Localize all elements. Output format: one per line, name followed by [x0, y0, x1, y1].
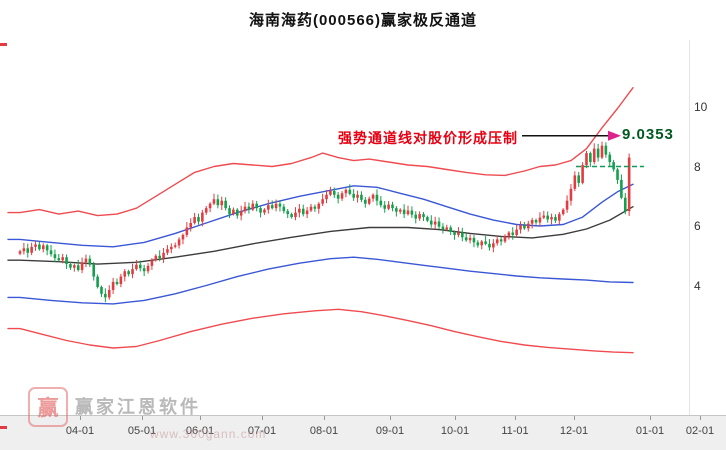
x-axis-label: 06-01: [185, 425, 215, 437]
x-axis-label: 12-01: [559, 425, 589, 437]
x-axis-tick: [80, 416, 81, 420]
x-axis-tick: [650, 416, 651, 420]
x-axis-label: 08-01: [309, 425, 339, 437]
left-edge-marker: [0, 426, 7, 429]
x-axis-label: 11-01: [501, 425, 529, 437]
x-axis[interactable]: 04-01 05-01 06-01 07-01 08-01 09-01 10-01 11-01…: [0, 415, 726, 450]
x-axis-tick: [574, 416, 575, 420]
x-axis-tick: [455, 416, 456, 420]
y-axis-separator: [689, 40, 690, 415]
x-axis-label: 04-01: [65, 425, 95, 437]
x-axis-tick: [390, 416, 391, 420]
arrow-right-icon: [608, 130, 621, 141]
x-axis-label: 01-01: [635, 425, 665, 437]
channel-line-mid-black: [7, 205, 634, 265]
x-axis-tick: [324, 416, 325, 420]
left-edge-marker: [0, 43, 7, 46]
pressure-price-label: 9.0353: [622, 126, 674, 143]
pressure-annotation-text: 强势通道线对股价形成压制: [338, 130, 518, 146]
x-axis-tick: [515, 416, 516, 420]
y-axis-label: 10: [694, 100, 708, 114]
channel-line-lower-extreme-red: [7, 308, 634, 354]
channel-line-lower-blue: [7, 256, 634, 305]
channel-line-upper-blue: [7, 183, 634, 248]
winner-gann-logo-icon: 赢: [28, 387, 68, 427]
x-axis-label: 09-01: [375, 425, 405, 437]
x-axis-label: 02-01: [685, 425, 715, 437]
x-axis-tick: [200, 416, 201, 420]
x-axis-label: 07-01: [247, 425, 277, 437]
channel-line-upper-extreme-red: [7, 86, 634, 217]
logo-glyph: 赢: [37, 397, 59, 420]
x-axis-tick: [142, 416, 143, 420]
chart-title: 海南海药(000566)赢家极反通道: [248, 12, 478, 29]
y-axis-label: 8: [694, 159, 701, 174]
y-axis-label: 4: [694, 278, 701, 293]
watermark-software-name: 赢家江恩软件: [75, 397, 201, 417]
pressure-annotation: 强势通道线对股价形成压制: [0, 128, 518, 148]
x-axis-label: 05-01: [127, 425, 157, 437]
y-axis-label: 6: [694, 219, 701, 233]
watermark-site-url: www.360gann.com: [150, 427, 267, 441]
x-axis-tick: [262, 416, 263, 420]
x-axis-label: 10-01: [440, 425, 470, 437]
x-axis-tick: [700, 416, 701, 420]
